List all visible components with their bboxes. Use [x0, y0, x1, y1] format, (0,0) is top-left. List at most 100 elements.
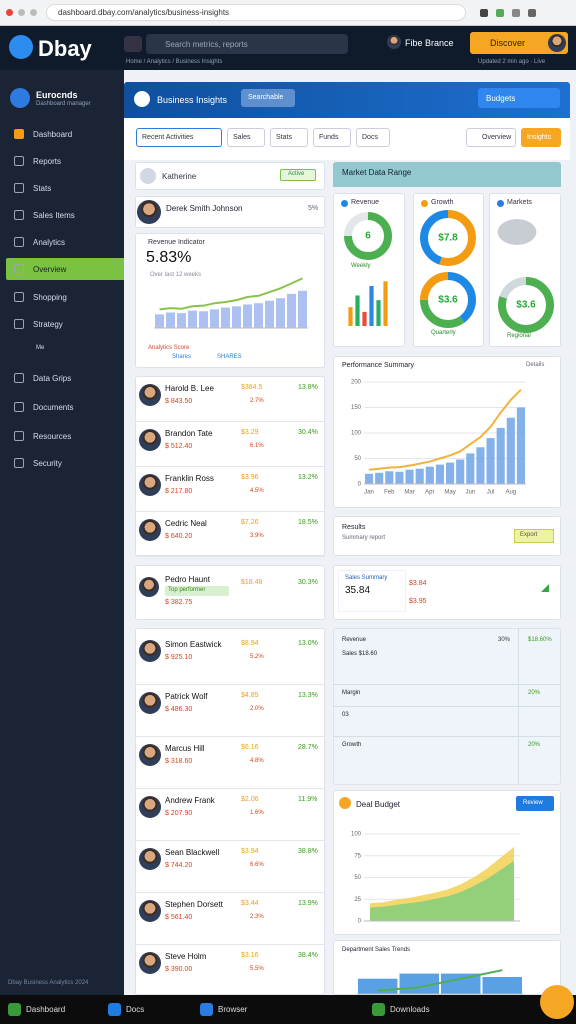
browser-icon[interactable] [496, 9, 504, 17]
donut-segment [420, 272, 476, 328]
revenue-footer: Analytics Score [148, 345, 190, 351]
nav-item[interactable]: Documents [33, 403, 74, 412]
results-tag-label[interactable]: Export [520, 532, 538, 538]
tab[interactable] [270, 128, 308, 147]
donut-center: $7.8 [438, 233, 458, 244]
tab[interactable] [313, 128, 351, 147]
person-change: 28.7% [298, 744, 318, 751]
results-sub: Summary report [342, 535, 386, 541]
tab-label[interactable]: Docs [362, 134, 378, 141]
nav-item[interactable]: Security [33, 459, 62, 468]
donut-center: 6 [365, 231, 371, 242]
nav-item[interactable]: Analytics [33, 238, 66, 247]
chart [154, 277, 308, 329]
taskbar-icon[interactable] [200, 1003, 213, 1016]
tab-right[interactable] [466, 128, 516, 147]
nav-item[interactable]: Sales Items [33, 211, 75, 220]
person-name: Stephen Dorsett [165, 900, 223, 909]
browser-icon[interactable] [512, 9, 520, 17]
person-sub: 5.5% [250, 966, 264, 972]
budget-button-label[interactable]: Review [523, 800, 543, 806]
person-sub: 2.0% [250, 706, 264, 712]
nav-item[interactable]: Reports [33, 157, 62, 166]
chart-subtitle: Details [526, 362, 545, 368]
taskbar-label[interactable]: Downloads [390, 1005, 430, 1014]
bar [425, 466, 434, 484]
featured-bar [165, 586, 229, 596]
browser-icon[interactable] [480, 9, 488, 17]
fab[interactable] [540, 985, 574, 1019]
nav-icon [14, 156, 24, 166]
browser-icon[interactable] [528, 9, 536, 17]
nav-icon [14, 129, 24, 139]
bar [166, 312, 175, 328]
nav-icon [14, 373, 24, 383]
person-name: Simon Eastwick [165, 640, 222, 649]
nav-item[interactable]: Shopping [33, 293, 67, 302]
tab[interactable] [356, 128, 390, 147]
taskbar-icon[interactable] [372, 1003, 385, 1016]
avatar [139, 692, 161, 714]
person-amount: $3.29 [241, 429, 259, 436]
y-tick-label: 200 [351, 380, 362, 386]
featured-name: Pedro Haunt [165, 575, 210, 584]
taskbar [0, 995, 576, 1024]
x-tick-label: Aug [505, 490, 516, 496]
person-detail: $ 207.90 [165, 810, 193, 817]
bar [298, 290, 307, 328]
tab-label[interactable]: Recent Activities [142, 134, 194, 141]
nav-icon [14, 319, 24, 329]
nav-item[interactable]: Data Grips [33, 374, 72, 383]
trend-line [159, 277, 303, 311]
featured-amount: $18.48 [241, 579, 263, 586]
bar [348, 307, 353, 326]
donut-segment [344, 212, 392, 260]
discover-button[interactable] [470, 32, 568, 54]
chart: 0 25 50 75 100 [351, 832, 520, 925]
chip-label[interactable]: Searchable [248, 94, 284, 101]
tab-right-label[interactable]: Overview [482, 134, 512, 141]
taskbar-label[interactable]: Docs [126, 1005, 145, 1014]
nav-item[interactable]: Dashboard [33, 130, 73, 139]
nav-item[interactable]: Strategy [33, 320, 63, 329]
tab[interactable] [227, 128, 265, 147]
tab-label[interactable]: Sales [233, 134, 251, 141]
avatar [139, 848, 161, 870]
chart: $3.6 [498, 277, 554, 333]
bar [441, 973, 481, 994]
budget-button[interactable] [516, 796, 554, 811]
banner-button[interactable] [478, 88, 560, 108]
person-amount: $3.94 [241, 848, 259, 855]
nav-icon [14, 458, 24, 468]
nav-item[interactable]: Overview [33, 265, 67, 274]
nav-item[interactable]: Resources [33, 432, 72, 441]
tab-right-label[interactable]: Insights [527, 134, 552, 141]
chip[interactable] [241, 89, 295, 107]
nav-item[interactable]: Me [36, 345, 45, 351]
tab-label[interactable]: Stats [276, 134, 292, 141]
profile-role: Dashboard manager [36, 101, 91, 107]
tab[interactable] [136, 128, 222, 147]
taskbar-label[interactable]: Dashboard [26, 1005, 66, 1014]
x-tick-label: Apr [425, 490, 434, 496]
results-tag[interactable] [514, 529, 554, 543]
taskbar-icon[interactable] [8, 1003, 21, 1016]
card [135, 162, 325, 190]
y-tick-label: 50 [354, 875, 361, 881]
person-sub: 4.5% [250, 488, 264, 494]
menu-button[interactable] [124, 36, 142, 52]
nav-item[interactable]: Stats [33, 184, 52, 193]
person-amount: $6.16 [241, 744, 259, 751]
taskbar-label[interactable]: Browser [218, 1005, 248, 1014]
revenue-footer: SHARES [217, 354, 242, 360]
bar [210, 309, 219, 328]
taskbar-icon[interactable] [108, 1003, 121, 1016]
banner-title: Business Insights [157, 95, 228, 105]
tab-right[interactable] [521, 128, 561, 147]
search-box[interactable] [146, 34, 348, 54]
avatar [139, 474, 161, 496]
person-sub: 2.3% [250, 914, 264, 920]
y-tick-label: 100 [351, 832, 362, 838]
tab-label[interactable]: Funds [319, 134, 339, 141]
banner-button-label[interactable]: Budgets [486, 94, 516, 103]
